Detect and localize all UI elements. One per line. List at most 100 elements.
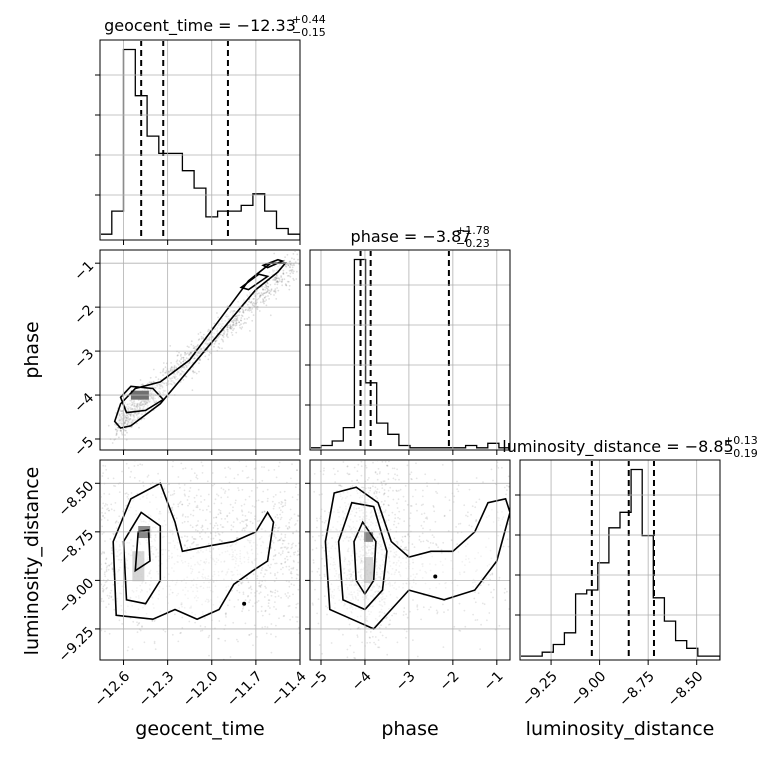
- x-tick-label: −9.00: [568, 668, 610, 710]
- scatter-point: [274, 265, 276, 267]
- scatter-point: [218, 322, 220, 325]
- scatter-point: [206, 343, 209, 345]
- scatter-point: [173, 377, 176, 379]
- scatter-point: [180, 369, 183, 372]
- scatter-point: [274, 288, 277, 290]
- scatter-point: [163, 487, 166, 490]
- scatter-point: [176, 354, 179, 357]
- scatter-point: [114, 502, 117, 504]
- scatter-point: [149, 376, 152, 379]
- scatter-point: [136, 416, 139, 418]
- scatter-point: [353, 651, 355, 654]
- scatter-point: [259, 301, 262, 304]
- scatter-point: [117, 668, 119, 670]
- scatter-point: [222, 336, 225, 338]
- scatter-point: [235, 331, 238, 334]
- scatter-point: [258, 582, 261, 585]
- scatter-point: [263, 510, 266, 513]
- scatter-point: [218, 637, 220, 640]
- scatter-point: [258, 445, 260, 447]
- scatter-point: [201, 472, 204, 474]
- scatter-point: [284, 546, 287, 549]
- scatter-point: [382, 480, 385, 483]
- scatter-point: [424, 517, 427, 519]
- scatter-point: [164, 371, 167, 374]
- scatter-point: [184, 352, 186, 354]
- scatter-point: [106, 565, 109, 567]
- scatter-point: [232, 621, 235, 624]
- scatter-point: [288, 585, 291, 588]
- scatter-point: [121, 470, 123, 473]
- scatter-point: [375, 495, 377, 498]
- scatter-point: [124, 415, 126, 418]
- scatter-point: [167, 370, 170, 373]
- scatter-point: [121, 412, 124, 415]
- scatter-point: [292, 270, 295, 273]
- scatter-point: [246, 303, 249, 306]
- panel-hist-geocent-time: [101, 41, 300, 240]
- scatter-point: [138, 411, 140, 414]
- scatter-point: [232, 310, 234, 313]
- scatter-point: [474, 506, 477, 509]
- scatter-point: [241, 520, 244, 523]
- scatter-point: [338, 435, 340, 437]
- scatter-point: [131, 402, 134, 405]
- scatter-point: [482, 481, 484, 483]
- scatter-point: [203, 346, 205, 348]
- scatter-point: [389, 623, 391, 626]
- scatter-point: [288, 605, 291, 607]
- panel-frame: [309, 249, 511, 451]
- scatter-point: [471, 505, 474, 508]
- scatter-point: [237, 640, 239, 643]
- scatter-point: [235, 318, 238, 321]
- histogram-step: [521, 468, 720, 660]
- scatter-point: [224, 612, 227, 615]
- scatter-point: [132, 401, 135, 404]
- scatter-point: [126, 417, 128, 420]
- scatter-point: [421, 495, 424, 498]
- scatter-point: [121, 409, 123, 412]
- scatter-point: [130, 408, 133, 411]
- scatter-point: [323, 469, 325, 472]
- scatter-point: [392, 441, 394, 443]
- scatter-point: [385, 393, 387, 395]
- scatter-point: [150, 397, 153, 400]
- scatter-point: [129, 406, 132, 409]
- scatter-point: [194, 348, 197, 351]
- scatter-point: [316, 519, 319, 522]
- scatter-point: [144, 400, 146, 402]
- scatter-point: [103, 584, 106, 586]
- scatter-point: [277, 527, 280, 530]
- scatter-point: [332, 467, 335, 470]
- scatter-point: [220, 338, 223, 341]
- scatter-point: [334, 473, 336, 476]
- scatter-point: [262, 490, 265, 493]
- scatter-point: [131, 404, 133, 406]
- scatter-point: [434, 478, 436, 481]
- scatter-point: [125, 417, 128, 419]
- scatter-point: [270, 591, 272, 593]
- scatter-point: [237, 314, 240, 317]
- scatter-point: [397, 522, 400, 525]
- scatter-point: [250, 490, 253, 492]
- scatter-point: [126, 423, 129, 426]
- scatter-point: [107, 507, 109, 510]
- scatter-point: [230, 524, 233, 527]
- scatter-point: [138, 426, 140, 429]
- scatter-point: [193, 496, 196, 499]
- scatter-point: [136, 422, 138, 425]
- title-phase-plus: +1.78: [456, 224, 490, 237]
- scatter-point: [151, 448, 153, 450]
- scatter-point: [420, 524, 423, 527]
- scatter-point: [375, 461, 377, 462]
- scatter-point: [248, 316, 250, 319]
- scatter-point: [205, 339, 208, 341]
- scatter-point: [133, 416, 136, 419]
- scatter-point: [249, 330, 251, 332]
- scatter-point: [138, 408, 141, 411]
- scatter-point: [102, 514, 104, 517]
- scatter-point: [406, 503, 409, 506]
- scatter-point: [232, 525, 235, 528]
- scatter-point: [134, 419, 137, 421]
- scatter-point: [197, 352, 200, 354]
